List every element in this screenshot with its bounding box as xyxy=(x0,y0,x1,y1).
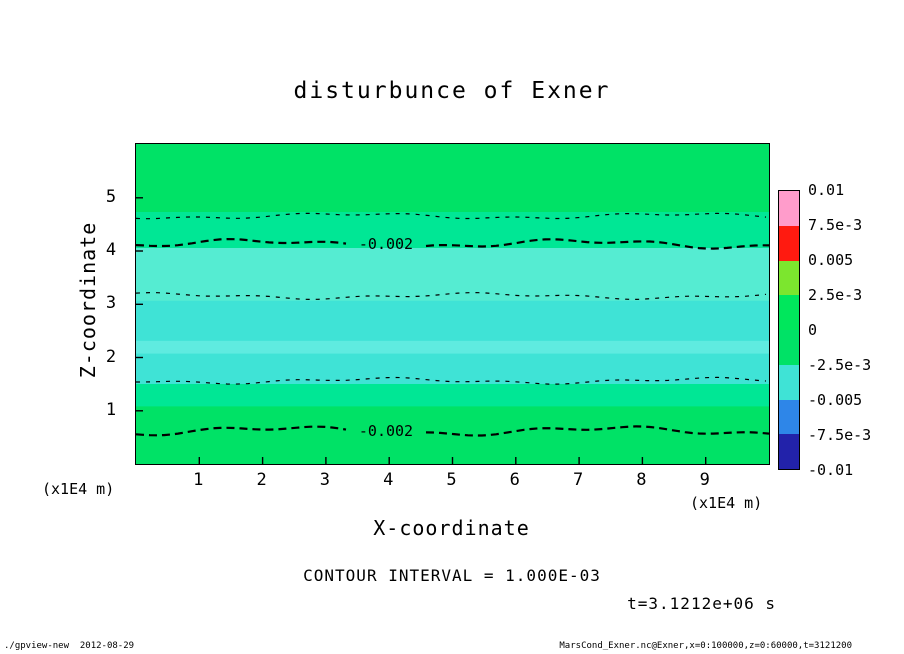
footer-command-text: ./gpview-new 2012-08-29 xyxy=(4,641,135,651)
x-tick-label: 3 xyxy=(319,470,331,490)
fill-band xyxy=(136,144,769,213)
footer-source-text: MarsCond_Exner.nc@Exner,x=0:100000,z=0:6… xyxy=(559,641,852,651)
colorbar-segment xyxy=(779,225,799,261)
time-text: t=3.1212e+06 s xyxy=(627,594,776,613)
fill-band xyxy=(136,384,769,407)
y-tick-label: 5 xyxy=(105,186,117,207)
x-tick-label: 1 xyxy=(193,470,204,490)
y-tick-label: 4 xyxy=(105,240,117,260)
fill-band xyxy=(136,406,769,464)
y-tick-label: 3 xyxy=(105,293,117,314)
contour-interval-text: CONTOUR INTERVAL = 1.000E-03 xyxy=(303,566,601,585)
contour-label: -0.002 xyxy=(359,235,413,253)
colorbar-label: 0.005 xyxy=(808,251,854,269)
colorbar-segment xyxy=(779,330,799,365)
y-tick-label: 1 xyxy=(105,399,117,420)
contour-plot-canvas: -0.002 -0.002 xyxy=(136,144,769,464)
x-axis-label: X-coordinate xyxy=(373,516,530,540)
colorbar-label: -0.01 xyxy=(808,461,854,479)
y-axis-unit-label: (x1E4 m) xyxy=(42,480,115,498)
colorbar-label: -7.5e-3 xyxy=(808,426,872,444)
colorbar-segment xyxy=(779,399,799,435)
plot-area: -0.002 -0.002 xyxy=(135,143,770,465)
x-tick-label: 9 xyxy=(699,470,710,490)
contour-label: -0.002 xyxy=(359,422,413,440)
y-axis-label: Z-coordinate xyxy=(76,221,100,379)
colorbar-label: 0.01 xyxy=(808,181,845,199)
colorbar-segment xyxy=(779,295,799,330)
colorbar-segment xyxy=(779,364,799,400)
x-tick-label: 8 xyxy=(636,470,647,490)
x-tick-label: 5 xyxy=(446,470,457,490)
colorbar-segment xyxy=(779,434,799,469)
colorbar-label: 7.5e-3 xyxy=(808,216,863,234)
colorbar xyxy=(778,190,800,470)
colorbar-label: -2.5e-3 xyxy=(808,356,872,374)
fill-band xyxy=(136,212,769,249)
colorbar-label: -0.005 xyxy=(808,391,863,409)
contour-line xyxy=(425,238,769,250)
contour-line xyxy=(136,425,347,437)
x-tick-label: 4 xyxy=(383,470,394,490)
contour-line xyxy=(425,425,769,437)
x-tick-label: 7 xyxy=(572,470,584,490)
colorbar-label: 2.5e-3 xyxy=(808,286,863,304)
colorbar-label: 0 xyxy=(808,321,818,339)
fill-band xyxy=(136,340,769,355)
fill-band xyxy=(136,248,769,302)
x-tick-label: 6 xyxy=(509,470,520,490)
colorbar-segment xyxy=(779,260,799,296)
fill-band xyxy=(136,300,769,342)
fill-band xyxy=(136,353,769,385)
colorbar-segment xyxy=(779,191,799,226)
y-tick-label: 2 xyxy=(105,346,117,367)
x-axis-unit-label: (x1E4 m) xyxy=(690,494,763,512)
x-tick-label: 2 xyxy=(256,470,267,490)
chart-title: disturbunce of Exner xyxy=(293,78,611,104)
contour-line xyxy=(136,237,347,248)
